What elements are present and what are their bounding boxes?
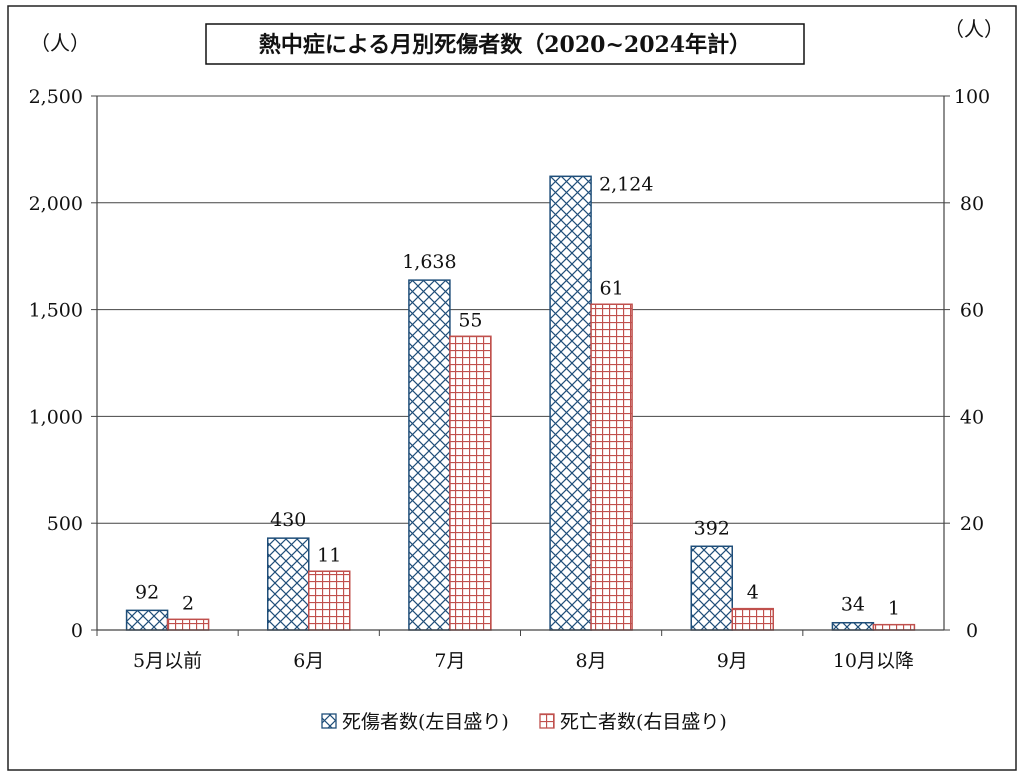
x-category-label: 7月 bbox=[434, 650, 465, 672]
data-label-deaths: 1 bbox=[888, 598, 900, 620]
bar-injuries bbox=[267, 537, 310, 631]
right-axis-unit: （人） bbox=[944, 17, 1004, 41]
title-box: 熱中症による月別死傷者数（2020~2024年計） bbox=[205, 23, 805, 65]
data-label-deaths: 61 bbox=[599, 277, 623, 299]
bar-deaths bbox=[731, 607, 774, 631]
bar-injuries bbox=[125, 609, 169, 631]
outer-frame bbox=[7, 5, 1017, 771]
bar-injuries bbox=[549, 175, 592, 631]
x-category-label: 8月 bbox=[576, 650, 607, 672]
data-label-injuries: 1,638 bbox=[402, 251, 456, 273]
legend: 死傷者数(左目盛り) 死亡者数(右目盛り) bbox=[321, 711, 727, 733]
bar-injuries bbox=[408, 279, 451, 631]
left-tick-label: 2,500 bbox=[29, 86, 83, 108]
legend-label-injuries: 死傷者数(左目盛り) bbox=[342, 711, 509, 733]
data-label-injuries: 392 bbox=[694, 517, 730, 539]
left-tick-label: 500 bbox=[47, 513, 83, 535]
legend-swatch-deaths bbox=[539, 713, 555, 729]
right-tick-label: 80 bbox=[960, 193, 984, 215]
left-tick-label: 0 bbox=[71, 620, 83, 642]
data-label-injuries: 2,124 bbox=[599, 173, 653, 195]
bar-deaths bbox=[872, 623, 916, 631]
right-tick-label: 40 bbox=[960, 406, 984, 428]
x-category-label: 6月 bbox=[293, 650, 324, 672]
bar-deaths bbox=[590, 303, 633, 631]
x-category-label: 5月以前 bbox=[133, 650, 202, 672]
title-frame bbox=[205, 23, 805, 65]
left-tick-label: 2,000 bbox=[29, 193, 83, 215]
right-tick-label: 20 bbox=[960, 513, 984, 535]
x-category-label: 9月 bbox=[717, 650, 748, 672]
bar-deaths bbox=[449, 335, 492, 631]
data-label-deaths: 2 bbox=[182, 592, 194, 614]
right-tick-label: 60 bbox=[960, 300, 984, 322]
left-axis-unit: （人） bbox=[30, 31, 90, 55]
data-labels-layer: 92 2 430 11 1,638 55 2,124 61 392 4 34 1 bbox=[135, 173, 900, 619]
legend-label-deaths: 死亡者数(右目盛り) bbox=[560, 711, 727, 733]
left-tick-label: 1,000 bbox=[29, 406, 83, 428]
bar-deaths bbox=[308, 570, 351, 631]
left-tick-label: 1,500 bbox=[29, 300, 83, 322]
bar-injuries bbox=[690, 545, 733, 631]
data-label-injuries: 34 bbox=[841, 594, 865, 616]
grid-layer bbox=[97, 95, 944, 524]
data-label-injuries: 430 bbox=[270, 509, 306, 531]
bar-deaths bbox=[166, 618, 210, 631]
axes-layer: 0 500 1,000 1,500 2,000 2,500 0 20 40 60 80 100 5月以前… bbox=[29, 86, 991, 672]
data-label-deaths: 4 bbox=[747, 582, 759, 604]
bar-injuries bbox=[831, 621, 875, 631]
chart-title: 熱中症による月別死傷者数（2020~2024年計） bbox=[259, 32, 751, 58]
x-category-label: 10月以降 bbox=[833, 650, 914, 672]
legend-swatch-injuries bbox=[321, 713, 337, 729]
right-tick-label: 0 bbox=[966, 620, 978, 642]
data-label-deaths: 55 bbox=[458, 309, 482, 331]
data-label-injuries: 92 bbox=[135, 581, 159, 603]
bars-layer bbox=[125, 175, 916, 631]
data-label-deaths: 11 bbox=[317, 544, 341, 566]
right-tick-label: 100 bbox=[954, 86, 990, 108]
